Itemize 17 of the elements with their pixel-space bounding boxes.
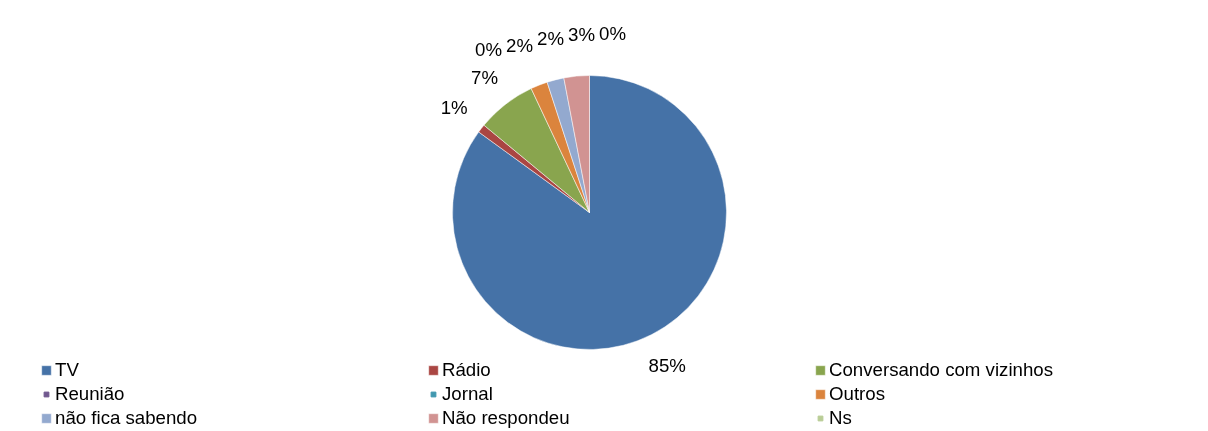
text: 0% <box>475 39 503 61</box>
data-label: 2% <box>506 34 534 56</box>
data-label: 2% <box>537 28 565 50</box>
data-label: 1% <box>440 97 468 119</box>
legend-label: Não respondeu <box>442 407 571 429</box>
legend-label: Reunião <box>55 383 126 405</box>
data-label: 7% <box>471 66 499 88</box>
legend-label: Rádio <box>442 359 491 380</box>
legend-label: Ns <box>829 407 853 429</box>
legend-label: Outros <box>829 383 886 405</box>
text: 0% <box>599 22 627 44</box>
legend-label: Conversando com vizinhos <box>829 359 1054 381</box>
data-label: 85% <box>648 354 686 376</box>
legend-label: não fica sabendo <box>55 407 199 429</box>
legend-label: TV <box>55 359 80 381</box>
legend-label: Jornal <box>442 383 494 405</box>
data-label: 3% <box>568 23 596 45</box>
